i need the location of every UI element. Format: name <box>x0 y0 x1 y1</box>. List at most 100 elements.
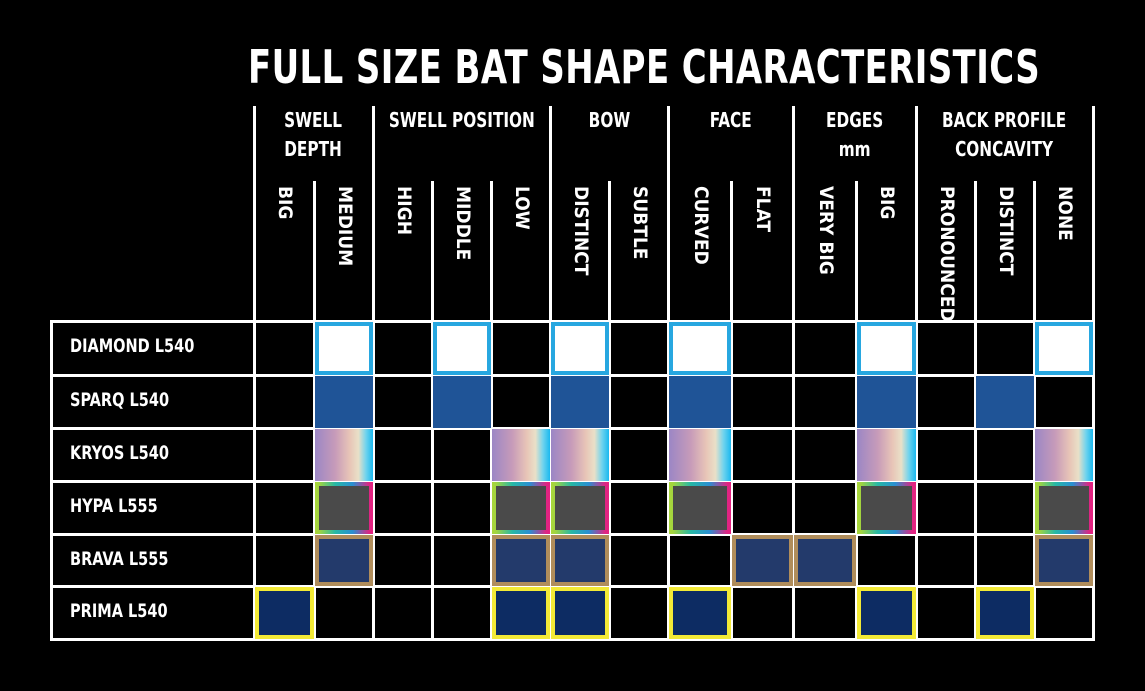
marked-cell <box>551 587 609 639</box>
marked-cell <box>794 535 856 586</box>
marked-cell <box>669 429 731 481</box>
grid-line-vertical <box>431 181 434 641</box>
row-label-text: HYPA L555 <box>70 495 158 517</box>
group-header: SWELL DEPTH <box>254 106 373 164</box>
marked-cell <box>669 482 731 534</box>
marked-cell <box>669 376 731 428</box>
column-header-label: HIGH <box>392 186 415 235</box>
column-header: BIG <box>254 186 314 316</box>
column-header-label: MEDIUM <box>333 186 356 267</box>
group-header-label: BOW <box>588 108 630 132</box>
grid-line-horizontal <box>50 480 1095 483</box>
column-header-label: SUBTLE <box>628 186 651 260</box>
grid-line-vertical <box>1092 106 1095 641</box>
grid-line-horizontal <box>50 638 1095 641</box>
row-label: SPARQ L540 <box>70 389 187 411</box>
grid-line-horizontal <box>50 320 1095 323</box>
grid-line-vertical <box>1033 181 1036 641</box>
group-header: BACK PROFILE CONCAVITY <box>916 106 1093 164</box>
marked-cell <box>315 429 373 481</box>
grid-line-horizontal <box>50 533 1095 536</box>
column-header-label: CURVED <box>689 186 712 265</box>
grid-line-vertical <box>253 106 256 641</box>
grid-line-vertical <box>372 106 375 641</box>
column-header: DISTINCT <box>550 186 609 316</box>
marked-cell <box>857 587 916 639</box>
marked-cell <box>1035 535 1093 586</box>
page-title: FULL SIZE BAT SHAPE CHARACTERISTICS <box>248 40 1041 94</box>
column-header-label: BIG <box>274 186 296 220</box>
grid-line-vertical <box>490 181 493 641</box>
row-label-text: PRIMA L540 <box>70 600 168 622</box>
column-header-label: MIDDLE <box>451 186 474 261</box>
marked-cell <box>315 322 373 375</box>
marked-cell <box>315 376 373 428</box>
row-label: DIAMOND L540 <box>70 335 216 357</box>
group-header-label: BACK PROFILE CONCAVITY <box>942 108 1067 161</box>
column-header: BIG <box>856 186 916 316</box>
group-header-label: SWELL DEPTH <box>284 108 343 161</box>
row-label-text: DIAMOND L540 <box>70 335 195 357</box>
grid-line-horizontal <box>50 585 1095 588</box>
marked-cell <box>669 322 731 375</box>
column-header: LOW <box>491 186 550 316</box>
marked-cell <box>433 376 491 428</box>
column-header-label: BIG <box>876 186 898 220</box>
column-header-label: DISTINCT <box>994 186 1017 276</box>
grid-line-vertical <box>313 181 316 641</box>
marked-cell <box>492 482 550 534</box>
group-header: BOW <box>550 106 668 135</box>
row-label: BRAVA L555 <box>70 548 186 570</box>
row-label-text: KRYOS L540 <box>70 442 169 464</box>
marked-cell <box>551 322 609 375</box>
column-header-label: NONE <box>1053 186 1076 241</box>
grid-line-horizontal <box>50 374 1095 377</box>
marked-cell <box>1035 322 1093 375</box>
column-header-label: FLAT <box>752 186 774 232</box>
marked-cell <box>255 587 314 639</box>
row-label-text: SPARQ L540 <box>70 389 170 411</box>
row-label: HYPA L555 <box>70 495 173 517</box>
row-label-text: BRAVA L555 <box>70 548 169 570</box>
column-header-label: VERY BIG <box>814 186 837 275</box>
column-header: MIDDLE <box>432 186 491 316</box>
marked-cell <box>551 376 609 428</box>
column-header-label: DISTINCT <box>569 186 592 276</box>
grid-line-vertical <box>792 106 795 641</box>
grid-line-vertical <box>855 181 858 641</box>
marked-cell <box>315 482 373 534</box>
group-header-label: SWELL POSITION <box>388 108 535 132</box>
marked-cell <box>551 482 609 534</box>
column-header: SUBTLE <box>609 186 668 316</box>
column-header: CURVED <box>668 186 731 316</box>
column-header: DISTINCT <box>975 186 1034 316</box>
row-label: KRYOS L540 <box>70 442 186 464</box>
marked-cell <box>1035 482 1093 534</box>
column-header: FLAT <box>731 186 793 316</box>
marked-cell <box>976 376 1034 428</box>
marked-cell <box>492 429 550 481</box>
grid-line-vertical <box>915 106 918 641</box>
group-header-label: EDGES mm <box>825 108 884 161</box>
marked-cell <box>433 322 491 375</box>
group-header-label: FACE <box>709 108 752 132</box>
grid-line-vertical <box>667 106 670 641</box>
marked-cell <box>492 587 550 639</box>
grid-line-vertical <box>974 181 977 641</box>
marked-cell <box>1035 429 1093 481</box>
marked-cell <box>857 376 916 428</box>
column-header: HIGH <box>373 186 432 316</box>
column-header: VERY BIG <box>793 186 856 316</box>
marked-cell <box>551 429 609 481</box>
grid-line-horizontal <box>50 427 1095 430</box>
marked-cell <box>976 587 1034 639</box>
marked-cell <box>669 587 731 639</box>
column-header-label: PRONOUNCED <box>935 186 958 322</box>
marked-cell <box>492 535 550 586</box>
row-label: PRIMA L540 <box>70 600 185 622</box>
marked-cell <box>551 535 609 586</box>
column-header: MEDIUM <box>314 186 373 316</box>
group-header: FACE <box>668 106 793 135</box>
grid-line-vertical <box>608 181 611 641</box>
group-header: EDGES mm <box>793 106 916 164</box>
